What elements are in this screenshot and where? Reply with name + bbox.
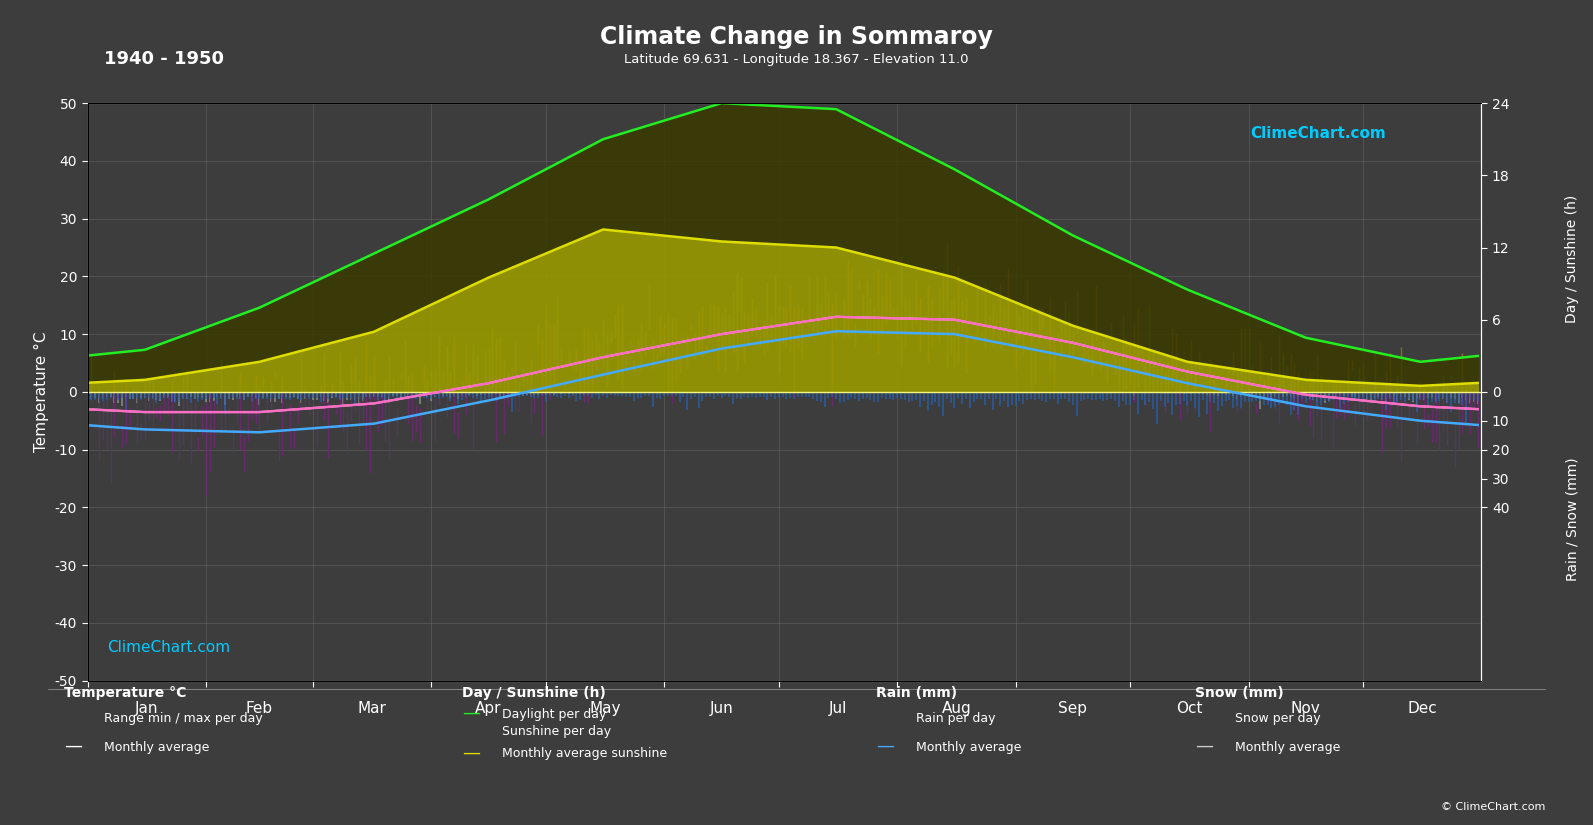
Text: Jan: Jan: [135, 701, 159, 716]
Text: Monthly average: Monthly average: [104, 741, 209, 754]
Text: Latitude 69.631 - Longitude 18.367 - Elevation 11.0: Latitude 69.631 - Longitude 18.367 - Ele…: [624, 53, 969, 66]
Text: Aug: Aug: [941, 701, 972, 716]
Text: Range min / max per day: Range min / max per day: [104, 712, 263, 725]
Text: May: May: [589, 701, 621, 716]
Text: Sep: Sep: [1058, 701, 1088, 716]
Y-axis label: Temperature °C: Temperature °C: [33, 332, 49, 452]
Text: Temperature °C: Temperature °C: [64, 686, 186, 700]
Text: ClimeChart.com: ClimeChart.com: [1251, 126, 1386, 141]
Text: Dec: Dec: [1408, 701, 1437, 716]
Text: Mar: Mar: [358, 701, 387, 716]
Text: Monthly average: Monthly average: [916, 741, 1021, 754]
Text: Snow per day: Snow per day: [1235, 712, 1321, 725]
Text: —: —: [462, 704, 479, 722]
Text: Rain per day: Rain per day: [916, 712, 996, 725]
Text: Day / Sunshine (h): Day / Sunshine (h): [462, 686, 605, 700]
Text: —: —: [876, 737, 894, 755]
Text: Rain (mm): Rain (mm): [876, 686, 957, 700]
Text: Jun: Jun: [709, 701, 733, 716]
Text: —: —: [462, 743, 479, 761]
Text: Jul: Jul: [828, 701, 847, 716]
Text: Monthly average: Monthly average: [1235, 741, 1340, 754]
Text: Climate Change in Sommaroy: Climate Change in Sommaroy: [601, 25, 992, 50]
Text: Daylight per day: Daylight per day: [502, 708, 607, 721]
Text: Monthly average sunshine: Monthly average sunshine: [502, 747, 667, 761]
Text: Day / Sunshine (h): Day / Sunshine (h): [1564, 195, 1579, 323]
Text: —: —: [1195, 737, 1212, 755]
Text: Snow (mm): Snow (mm): [1195, 686, 1284, 700]
Text: Feb: Feb: [245, 701, 272, 716]
Text: —: —: [64, 737, 81, 755]
Text: Nov: Nov: [1290, 701, 1321, 716]
Text: Sunshine per day: Sunshine per day: [502, 725, 612, 738]
Text: 1940 - 1950: 1940 - 1950: [104, 50, 223, 68]
Text: Apr: Apr: [475, 701, 502, 716]
Text: ClimeChart.com: ClimeChart.com: [107, 640, 229, 655]
Text: Rain / Snow (mm): Rain / Snow (mm): [1564, 457, 1579, 581]
Text: © ClimeChart.com: © ClimeChart.com: [1440, 802, 1545, 812]
Text: Oct: Oct: [1176, 701, 1203, 716]
